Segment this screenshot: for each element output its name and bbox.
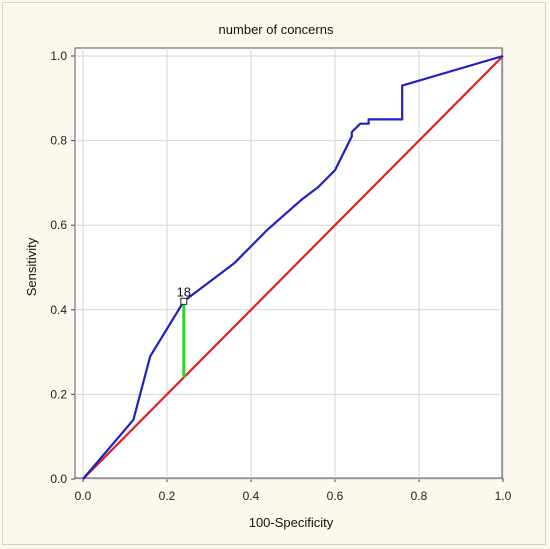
- plot-area: [74, 47, 503, 479]
- y-tick-labels: 0.0 0.2 0.4 0.6 0.8 1.0: [50, 49, 67, 486]
- chart-frame: 0.0 0.2 0.4 0.6 0.8 1.0 0.0 0.2 0.4 0.6 0.8 1.0 18…: [2, 2, 546, 545]
- x-tick-labels: 0.0 0.2 0.4 0.6 0.8 1.0: [75, 489, 512, 503]
- y-tick-label: 0.0: [50, 472, 67, 486]
- chart-title: number of concerns: [219, 22, 334, 37]
- series-group: [82, 54, 504, 480]
- y-tick-label: 0.4: [50, 303, 67, 317]
- x-tick-label: 0.2: [159, 489, 176, 503]
- x-tick-label: 0.8: [411, 489, 428, 503]
- x-tick-label: 0.4: [243, 489, 260, 503]
- cutoff-marker: [180, 297, 188, 305]
- roc-curve-line: [82, 54, 504, 480]
- cutoff-group: 18: [177, 284, 191, 378]
- y-tick-label: 0.2: [50, 387, 67, 401]
- y-tick-label: 1.0: [50, 49, 67, 63]
- x-tick-label: 1.0: [495, 489, 512, 503]
- y-axis-label: Sensitivity: [24, 237, 39, 296]
- grid: [71, 48, 504, 482]
- roc-chart: 0.0 0.2 0.4 0.6 0.8 1.0 0.0 0.2 0.4 0.6 0.8 1.0 18…: [24, 22, 512, 530]
- x-tick-label: 0.6: [327, 489, 344, 503]
- y-tick-label: 0.8: [50, 134, 67, 148]
- reference-diagonal-line: [82, 55, 504, 480]
- cutoff-label: 18: [177, 284, 191, 299]
- y-tick-label: 0.6: [50, 218, 67, 232]
- x-tick-label: 0.0: [75, 489, 92, 503]
- x-axis-label: 100-Specificity: [249, 515, 334, 530]
